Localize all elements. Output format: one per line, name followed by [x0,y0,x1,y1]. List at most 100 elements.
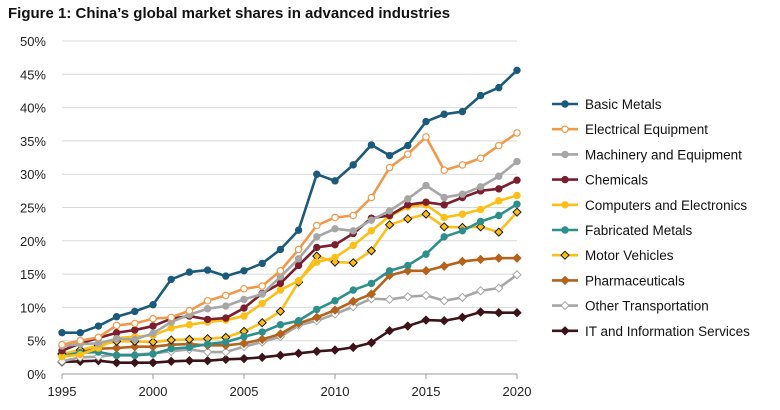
data-point [495,83,503,92]
data-point [494,308,504,318]
data-point [313,258,321,266]
legend-item-motor-vehicles: Motor Vehicles [552,248,674,263]
data-point [276,321,285,329]
x-axis: 1995 2000 2005 2010 2015 2020 [48,374,531,399]
series-chemicals [58,176,521,355]
data-point [185,343,194,352]
data-point [185,306,194,315]
data-point [294,226,303,234]
data-point [422,181,430,190]
legend-item-computers-and-electronics: Computers and Electronics [552,198,747,213]
data-point [58,340,66,349]
legend-item-chemicals: Chemicals [552,173,648,188]
data-point [348,302,358,312]
data-point [561,175,569,184]
data-point [560,275,570,286]
data-point [313,243,321,252]
data-point [184,334,195,345]
data-point [385,207,394,215]
data-point [239,338,249,349]
series-line [61,273,518,363]
data-point [560,250,570,260]
data-point [293,348,304,359]
series-basic-metals [58,66,521,337]
data-point [294,261,303,270]
y-tick-label: 35% [20,134,46,149]
data-point [512,207,522,217]
y-tick-label: 40% [20,101,46,116]
data-point [403,150,412,159]
data-point [476,91,485,100]
legend-item-electrical-equipment: Electrical Equipment [552,122,708,137]
data-point [421,266,431,276]
data-point [476,183,485,191]
data-point [494,141,503,150]
y-tick-label: 50% [20,34,46,49]
chart-title: Figure 1: China’s global market shares i… [8,5,451,22]
data-point [403,266,413,276]
data-point [112,335,121,343]
data-point [458,190,467,198]
legend-label: Basic Metals [585,97,662,112]
data-point [366,337,377,348]
data-point [348,296,358,307]
data-point [348,258,358,268]
data-point [257,318,267,328]
data-point [131,326,139,334]
data-point [513,157,521,166]
data-point [258,282,267,290]
data-point [348,342,358,353]
data-point [222,314,230,322]
data-point [561,125,569,134]
data-point [221,347,231,357]
data-point [330,305,340,315]
data-point [76,350,84,359]
data-point [439,296,449,306]
data-point [366,289,377,299]
data-point [313,233,321,241]
data-point [276,245,285,254]
data-point [440,110,448,118]
data-point [94,322,103,330]
y-tick-label: 20% [20,234,46,249]
legend-label: IT and Information Services [585,324,750,339]
data-point [403,292,413,302]
data-point [112,329,121,337]
data-point [239,353,249,364]
data-point [202,347,213,357]
legend-item-basic-metals: Basic Metals [552,97,662,112]
data-point [513,200,521,208]
data-point [313,170,321,178]
data-point [440,213,448,222]
data-point [331,225,339,233]
data-point [312,346,322,357]
data-point [512,253,522,263]
legend-label: Fabricated Metals [585,223,693,238]
data-point [560,326,570,336]
legend-label: Other Transportation [585,299,709,314]
data-point [475,307,486,317]
data-point [148,357,158,368]
data-point [166,356,176,367]
data-point [276,266,285,275]
data-point [367,216,376,224]
data-point [149,329,157,338]
series-fabricated-metals [58,200,521,360]
data-point [384,220,395,230]
legend-label: Machinery and Equipment [585,147,742,162]
data-point [475,222,486,232]
data-point [185,321,194,329]
data-point [258,290,266,298]
data-point [512,270,522,280]
data-point [131,351,139,360]
data-point [312,221,321,230]
data-point [313,305,321,314]
legend-item-it-and-information-services: IT and Information Services [552,324,750,339]
data-point [366,246,377,256]
data-point [112,351,121,360]
data-point [458,161,467,169]
legend-item-fabricated-metals: Fabricated Metals [552,223,693,238]
data-point [185,268,194,276]
data-point [476,217,485,226]
x-tick-label: 2010 [321,384,350,399]
